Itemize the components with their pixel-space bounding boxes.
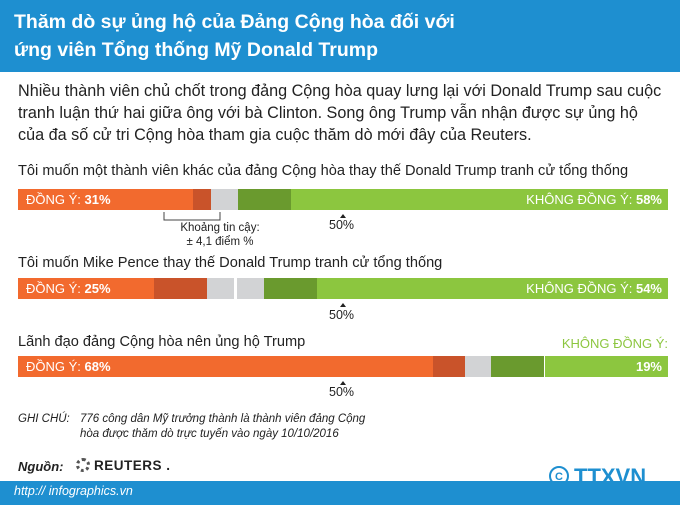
- disagree-neutral-segment: [211, 189, 238, 210]
- midpoint-label: 50%: [329, 308, 355, 322]
- midpoint-marker-icon: [340, 381, 346, 385]
- disagree-neutral-segment: [237, 278, 264, 299]
- footnote-text: 776 công dân Mỹ trưởng thành là thành vi…: [80, 413, 366, 440]
- svg-text:C: C: [555, 471, 563, 483]
- footnote-key: GHI CHÚ:: [18, 413, 70, 425]
- question-3-title: Lãnh đạo đảng Cộng hòa nên ủng hộ Trump: [18, 334, 306, 350]
- page-title-line2: ứng viên Tổng thống Mỹ Donald Trump: [14, 39, 379, 61]
- disagree-bar: [317, 278, 668, 299]
- question-1-title: Tôi muốn một thành viên khác của đảng Cộ…: [18, 163, 629, 179]
- disagree-neutral-segment: [464, 356, 492, 377]
- disagree-ci-band: [237, 189, 291, 210]
- agree-neutral-segment: [207, 278, 234, 299]
- confidence-interval-label: Khoảng tin cậy: ± 4,1 điểm %: [180, 222, 260, 248]
- source-reuters: REUTERS .: [76, 458, 171, 473]
- footer-url[interactable]: http:// infographics.vn: [14, 484, 133, 498]
- agree-label: ĐỒNG Ý: 25%: [26, 281, 111, 296]
- midpoint-marker-icon: [340, 214, 346, 218]
- page-title-line1: Thăm dò sự ủng hộ của Đảng Cộng hòa đối …: [14, 11, 455, 33]
- agree-bar: [18, 356, 434, 377]
- agree-bar: [18, 278, 154, 299]
- disagree-label: KHÔNG ĐỒNG Ý: 54%: [526, 281, 662, 296]
- agree-label: ĐỒNG Ý: 68%: [26, 359, 111, 374]
- agree-bar: [18, 189, 193, 210]
- disagree-bar: [544, 356, 668, 377]
- disagree-value-label: 19%: [635, 359, 662, 374]
- disagree-label: KHÔNG ĐỒNG Ý: 58%: [526, 192, 662, 207]
- agree-label: ĐỒNG Ý: 31%: [26, 192, 111, 207]
- header-banner: Thăm dò sự ủng hộ của Đảng Cộng hòa đối …: [0, 0, 680, 72]
- footnote: GHI CHÚ: 776 công dân Mỹ trưởng thành là…: [18, 412, 365, 440]
- disagree-ci-band: [263, 278, 317, 299]
- midpoint-marker-icon: [340, 303, 346, 307]
- reuters-logo-icon: [76, 458, 90, 472]
- question-2-title: Tôi muốn Mike Pence thay thế Donald Trum…: [18, 255, 443, 271]
- disagree-bar: [291, 189, 668, 210]
- midpoint-label: 50%: [329, 218, 355, 232]
- footer-bar: http:// infographics.vn: [0, 481, 680, 505]
- disagree-ci-band: [491, 356, 545, 377]
- intro-paragraph: Nhiều thành viên chủ chốt trong đảng Cộn…: [18, 82, 662, 144]
- source-label: Nguồn:: [18, 459, 64, 474]
- disagree-label: KHÔNG ĐỒNG Ý:: [561, 336, 668, 351]
- midpoint-label: 50%: [329, 385, 355, 399]
- agree-ci-band: [153, 278, 208, 299]
